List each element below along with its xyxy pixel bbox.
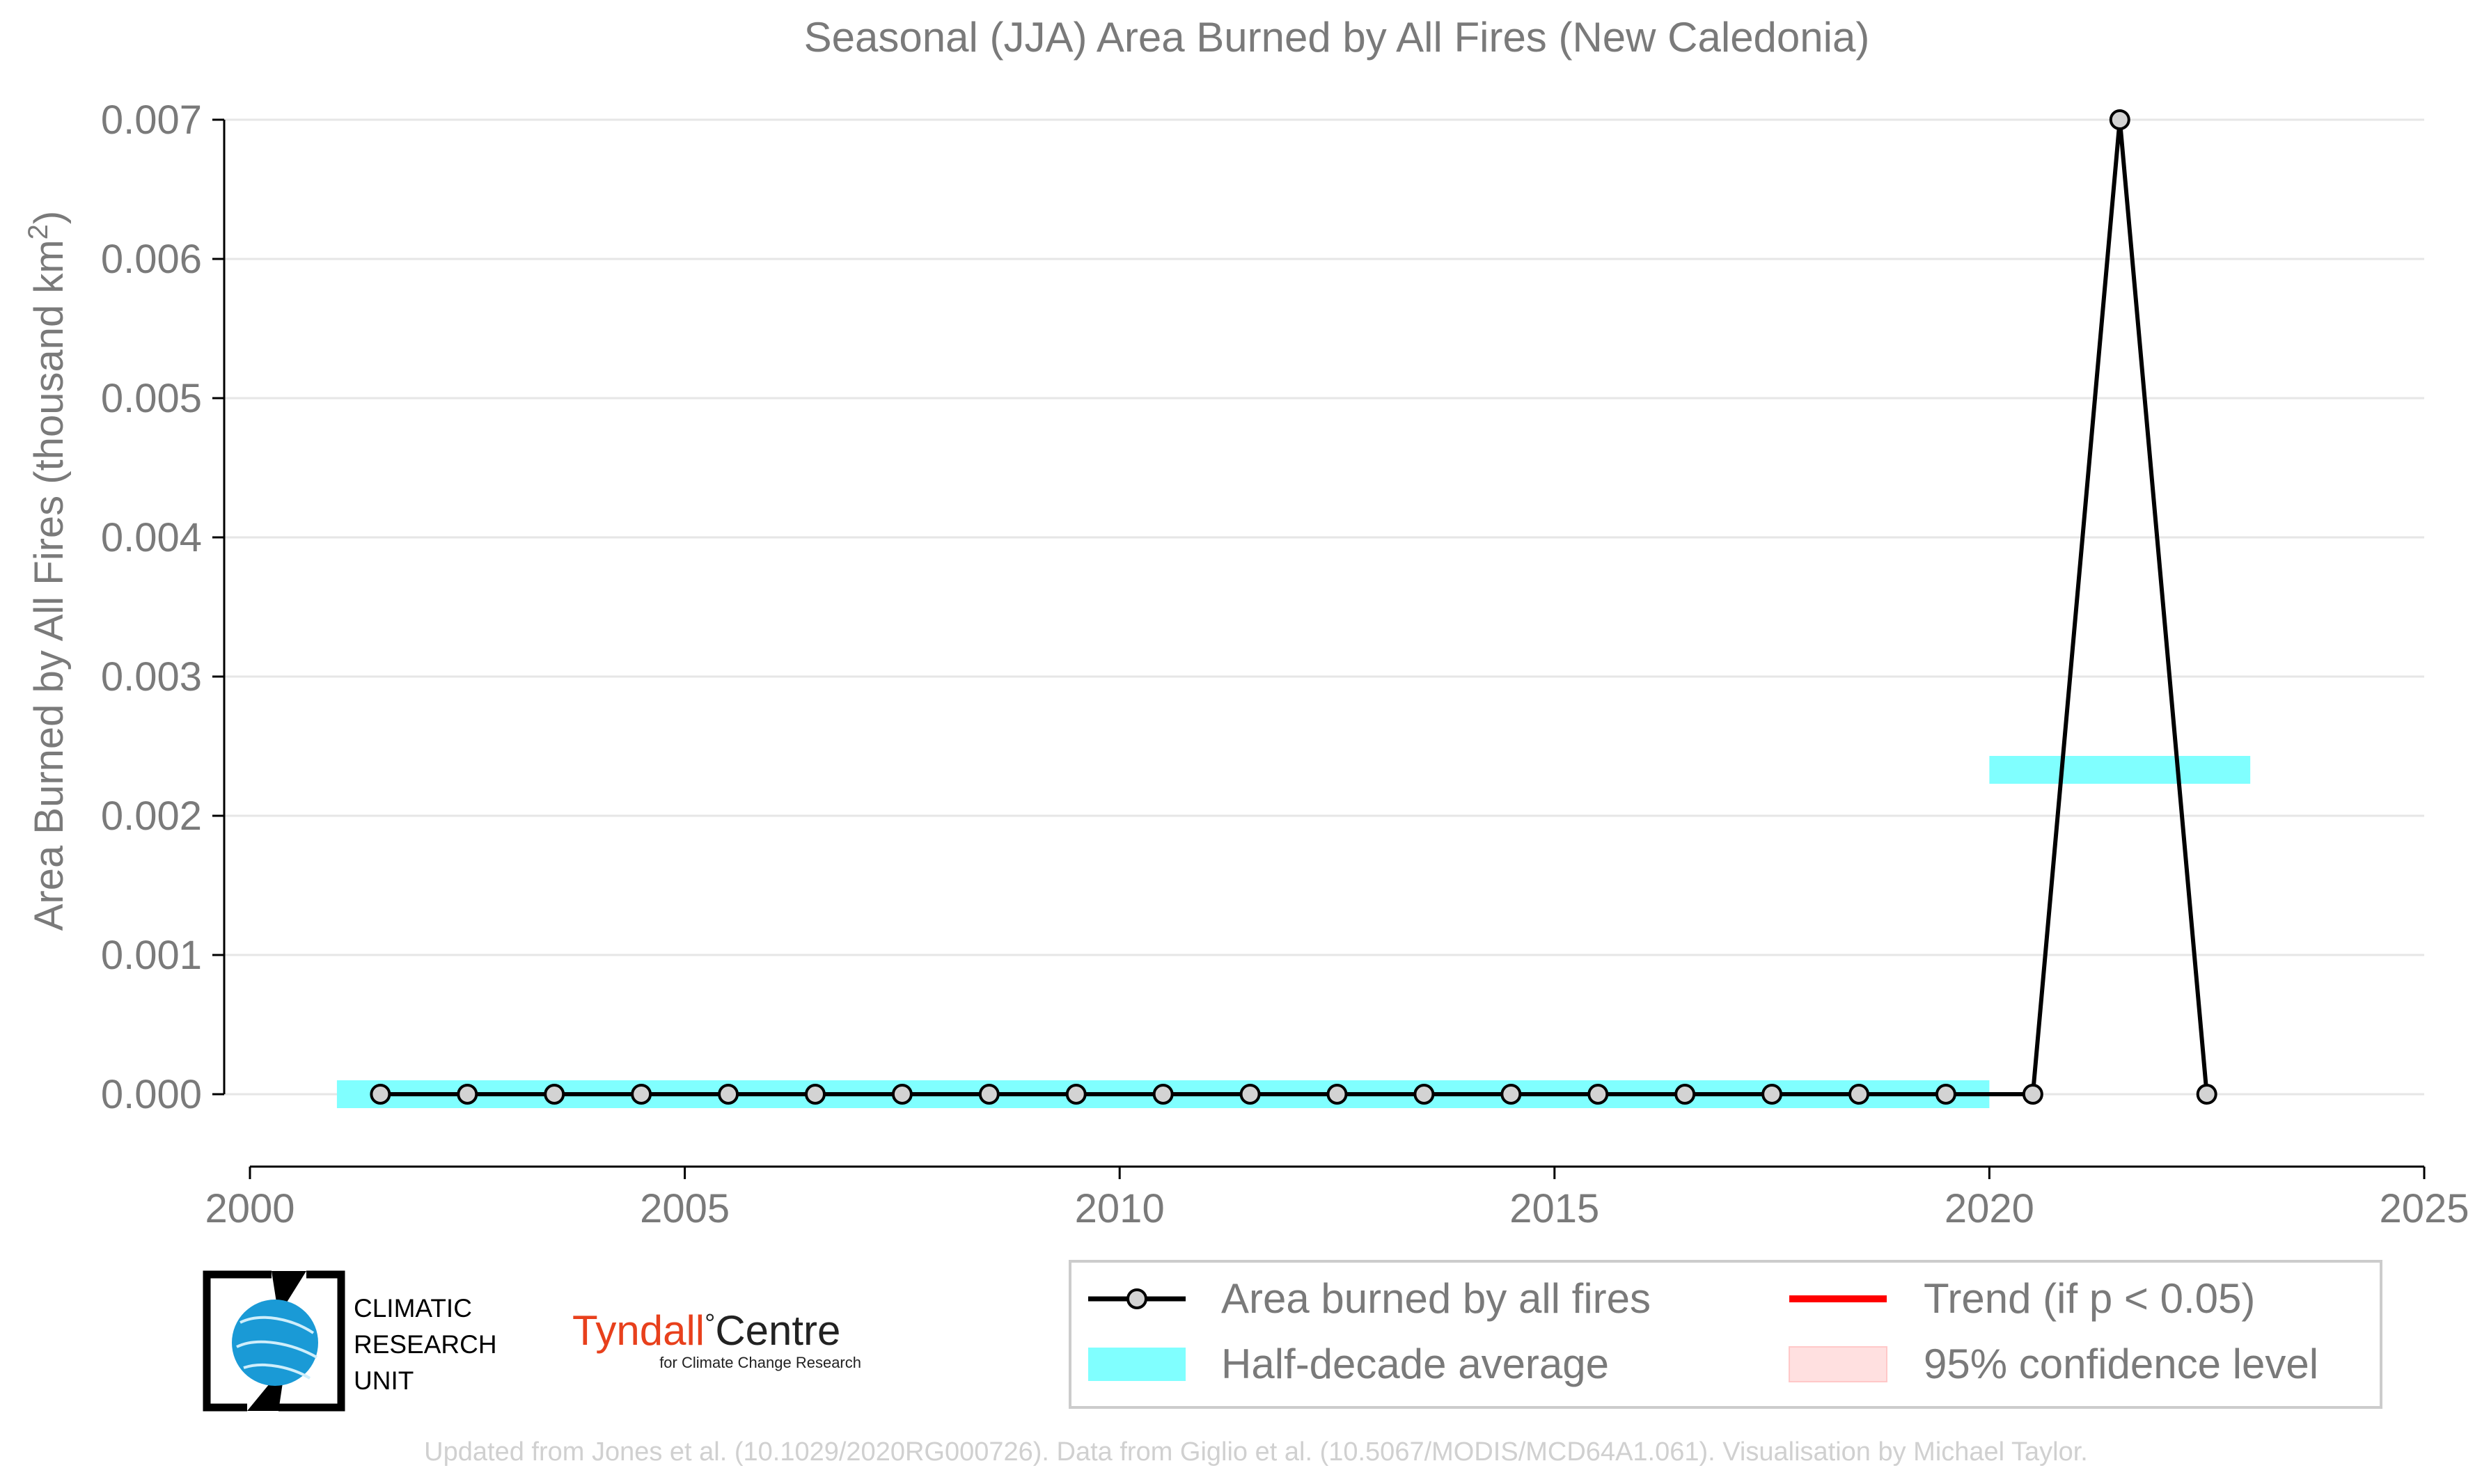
y-tick-label: 0.003 — [101, 654, 202, 700]
data-point — [718, 1084, 739, 1105]
data-point — [370, 1084, 391, 1105]
data-point — [1587, 1084, 1609, 1105]
x-tick-label: 2025 — [2379, 1186, 2469, 1231]
grid-lines — [224, 118, 2424, 1096]
tyndall-logo-title: Tyndall°Centre — [572, 1307, 840, 1354]
x-tick-label: 2000 — [205, 1186, 294, 1231]
legend-swatch-marker — [1126, 1288, 1147, 1309]
y-axis-label-main: Area Burned by All Fires (thousand km — [26, 239, 72, 931]
x-tick-label: 2010 — [1075, 1186, 1165, 1231]
legend-frame — [1069, 1260, 2382, 1409]
data-point — [1326, 1084, 1348, 1105]
x-tick-label: 2020 — [1945, 1186, 2034, 1231]
series-line — [380, 119, 2209, 1096]
data-point — [2109, 109, 2130, 130]
data-point — [1935, 1084, 1956, 1105]
data-point — [1674, 1084, 1696, 1105]
legend-label-trend: Trend (if p < 0.05) — [1924, 1275, 2255, 1322]
y-axis-label-sup: 2 — [23, 224, 54, 239]
cru-text-line-2: RESEARCH — [354, 1330, 497, 1359]
axes — [212, 118, 2426, 1179]
y-axis-label: Area Burned by All Fires (thousand km2) — [23, 211, 72, 931]
data-point — [1761, 1084, 1783, 1105]
y-tick-label: 0.005 — [101, 376, 202, 421]
tyndall-logo-centre: Centre — [715, 1307, 840, 1354]
data-point — [1500, 1084, 1522, 1105]
data-point — [1152, 1084, 1174, 1105]
cru-text-line-1: CLIMATIC — [354, 1294, 472, 1323]
y-tick-label: 0.001 — [101, 933, 202, 978]
data-point — [1848, 1084, 1870, 1105]
chart-title: Seasonal (JJA) Area Burned by All Fires … — [804, 14, 1870, 61]
legend-label-confidence: 95% confidence level — [1924, 1341, 2318, 1387]
y-tick-label: 0.006 — [101, 237, 202, 282]
y-tick-label: 0.004 — [101, 515, 202, 560]
data-point — [1239, 1084, 1261, 1105]
cru-globe-swirl — [236, 1316, 317, 1380]
cru-logo-frame — [203, 1270, 345, 1412]
data-point — [1413, 1084, 1435, 1105]
data-point — [891, 1084, 913, 1105]
y-tick-label: 0.002 — [101, 794, 202, 839]
data-point — [2022, 1084, 2043, 1105]
data-point — [457, 1084, 478, 1105]
x-tick-label: 2015 — [1509, 1186, 1599, 1231]
legend-label-half-decade: Half-decade average — [1221, 1341, 1609, 1387]
tyndall-logo-degree: ° — [705, 1309, 715, 1339]
legend-label-area-burned: Area burned by all fires — [1221, 1275, 1651, 1322]
data-point — [544, 1084, 565, 1105]
y-axis-label-close: ) — [26, 211, 72, 224]
tyndall-logo-subtitle: for Climate Change Research — [659, 1354, 861, 1371]
x-tick-label: 2005 — [640, 1186, 730, 1231]
series-area-burned — [370, 109, 2217, 1105]
data-point — [2196, 1084, 2217, 1105]
data-point — [631, 1084, 652, 1105]
half-decade-bands — [336, 756, 2251, 1108]
legend-swatch-confidence — [1789, 1346, 1887, 1382]
tyndall-logo: Tyndall°Centre for Climate Change Resear… — [572, 1307, 861, 1371]
tick-labels: 0.000 0.001 0.002 0.003 0.004 0.005 0.006 0.007… — [101, 97, 2469, 1231]
half-decade-band — [1989, 756, 2251, 784]
data-point — [804, 1084, 826, 1105]
data-point — [1065, 1084, 1087, 1105]
legend-swatch-half-decade — [1088, 1348, 1186, 1381]
tyndall-logo-main: Tyndall — [572, 1307, 705, 1354]
cru-text-line-3: UNIT — [354, 1366, 414, 1395]
credit-line: Updated from Jones et al. (10.1029/2020R… — [424, 1437, 2088, 1467]
y-tick-label: 0.007 — [101, 97, 202, 143]
legend: Area burned by all fires Trend (if p < 0… — [1069, 1260, 2382, 1409]
y-tick-label: 0.000 — [101, 1072, 202, 1117]
data-point — [978, 1084, 1000, 1105]
cru-logo: CLIMATIC RESEARCH UNIT — [203, 1270, 497, 1412]
